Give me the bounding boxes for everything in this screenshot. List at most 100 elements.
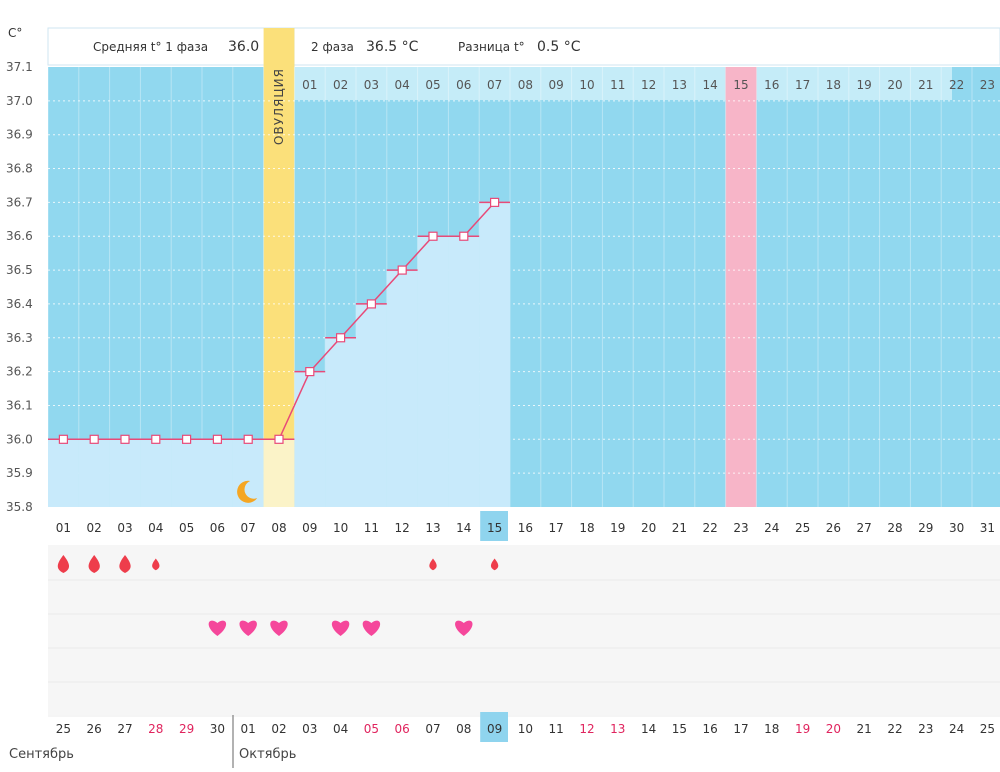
top-day-label: 17 [795,78,810,92]
calendar-date: 17 [733,722,748,736]
heart-icon [362,620,381,636]
top-day-label: 13 [672,78,687,92]
x-tick-label: 06 [210,521,225,535]
temperature-fill-bar [479,202,510,507]
top-day-label: 06 [456,78,471,92]
calendar-date: 12 [579,722,594,736]
blood-drop-icon [119,555,131,573]
x-tick-label: 08 [271,521,286,535]
calendar-date: 03 [302,722,317,736]
x-tick-label: 05 [179,521,194,535]
top-day-label: 01 [302,78,317,92]
temperature-point [366,299,376,309]
temperature-fill-bar [78,439,110,507]
top-day-label: 14 [703,78,718,92]
y-tick-label: 36.3 [6,331,33,345]
temperature-fill-bar [232,439,264,507]
y-tick-label: 36.9 [6,128,33,142]
x-tick-label: 18 [579,521,594,535]
heart-icon [455,620,473,636]
calendar-date: 26 [87,722,102,736]
calendar-date: 24 [949,722,964,736]
blood-drop-icon [88,555,100,573]
highlight-column [725,67,757,507]
y-tick-label: 36.7 [6,195,33,209]
calendar-date: 08 [456,722,471,736]
calendar-date: 11 [549,722,564,736]
temperature-point [428,231,438,241]
temperature-point [274,434,284,444]
x-tick-label: 21 [672,521,687,535]
x-tick-label: 16 [518,521,533,535]
x-tick-label: 20 [641,521,656,535]
top-day-label: 09 [549,78,564,92]
x-tick-label: 15 [487,521,502,535]
top-day-strip [294,67,952,100]
top-day-label: 05 [425,78,440,92]
temperature-fill-bar [202,439,233,507]
temperature-fill-bar [171,439,202,507]
x-tick-label: 03 [117,521,132,535]
x-tick-label: 07 [241,521,256,535]
y-tick-label: 36.2 [6,365,33,379]
heart-icon [208,620,227,636]
blood-drop-icon [152,558,160,571]
y-tick-label: 36.0 [6,432,33,446]
y-tick-label: 36.4 [6,297,33,311]
x-tick-label: 04 [148,521,163,535]
temperature-fill-bar [263,439,295,507]
calendar-date: 25 [980,722,995,736]
x-tick-label: 27 [857,521,872,535]
temperature-point [182,434,192,444]
x-tick-label: 17 [549,521,564,535]
x-tick-label: 23 [733,521,748,535]
top-day-label: 19 [857,78,872,92]
plot-background [48,67,1000,507]
temperature-fill-bar [448,236,480,507]
blood-drop-icon [490,558,499,571]
temperature-fill-bar [48,439,79,507]
temperature-point [243,434,253,444]
temperature-point [89,434,99,444]
top-day-label: 12 [641,78,656,92]
x-tick-label: 24 [764,521,779,535]
calendar-date: 16 [703,722,718,736]
y-tick-label: 35.9 [6,466,33,480]
x-tick-label: 14 [456,521,471,535]
y-tick-label: 36.1 [6,398,33,412]
top-day-label: 20 [887,78,902,92]
x-tick-label: 25 [795,521,810,535]
y-tick-label: 36.6 [6,229,33,243]
temperature-fill-bar [140,439,172,507]
temperature-point [120,434,130,444]
temperature-point [490,197,500,207]
top-day-label: 22 [949,78,964,92]
calendar-date: 06 [395,722,410,736]
calendar-date: 13 [610,722,625,736]
calendar-date: 09 [487,722,502,736]
calendar-date: 23 [918,722,933,736]
blood-drop-icon [57,555,70,573]
top-day-label: 23 [980,78,995,92]
top-day-label: 02 [333,78,348,92]
x-tick-label: 19 [610,521,625,535]
x-tick-label: 26 [826,521,841,535]
top-day-label: 03 [364,78,379,92]
calendar-date: 07 [425,722,440,736]
x-tick-label: 02 [87,521,102,535]
calendar-date: 05 [364,722,379,736]
calendar-date: 20 [826,722,841,736]
temperature-point [212,434,222,444]
temperature-point [151,434,161,444]
temperature-fill-bar [294,371,326,507]
calendar-date: 21 [857,722,872,736]
calendar-date: 10 [518,722,533,736]
calendar-date: 01 [241,722,256,736]
calendar-date: 02 [271,722,286,736]
x-tick-label: 13 [425,521,440,535]
y-tick-label: 37.1 [6,60,33,74]
calendar-date: 22 [887,722,902,736]
top-day-label: 04 [395,78,410,92]
temperature-point [459,231,469,241]
calendar-current-highlight [480,712,508,742]
